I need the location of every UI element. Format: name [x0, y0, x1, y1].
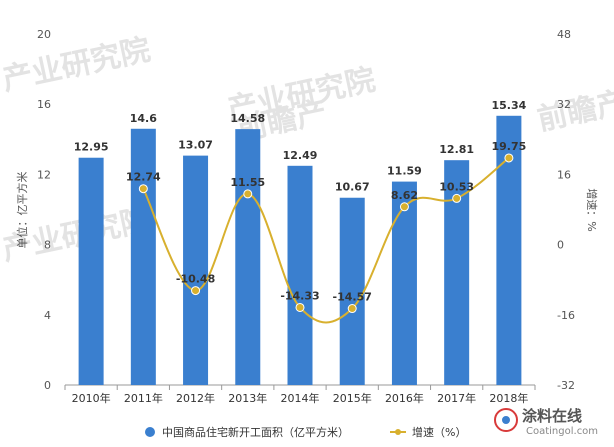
site-logo-name: 涂料在线 [522, 407, 582, 425]
right-tick-label: 48 [557, 28, 571, 41]
line-value-label: 12.74 [126, 171, 161, 184]
left-tick-label: 12 [37, 168, 51, 181]
x-tick-label: 2012年 [176, 391, 215, 405]
legend-line-label: 增速（%） [412, 425, 466, 439]
bar-value-label: 12.81 [439, 143, 474, 156]
line-value-label: 8.62 [391, 189, 418, 202]
right-tick-label: -32 [557, 379, 575, 392]
line-point [138, 184, 148, 194]
site-logo: 涂料在线 Coatingol.com [494, 407, 598, 437]
legend: 中国商品住宅新开工面积（亿平方米） 增速（%） [145, 425, 466, 439]
watermark-ghost-5: 前瞻产 [534, 85, 614, 138]
x-tick-label: 2017年 [437, 391, 476, 405]
line-point [452, 193, 462, 203]
line-value-label: -14.33 [280, 289, 319, 302]
bar-value-label: 14.6 [130, 112, 157, 125]
left-tick-label: 4 [44, 309, 51, 322]
bar [339, 197, 365, 385]
line-point [191, 286, 201, 296]
bar-value-label: 10.67 [335, 181, 370, 194]
bar [78, 157, 104, 385]
right-tick-label: -16 [557, 309, 575, 322]
bar-series [78, 115, 522, 386]
legend-bar-label: 中国商品住宅新开工面积（亿平方米） [162, 425, 349, 439]
bar [287, 165, 313, 385]
x-tick-label: 2011年 [124, 391, 163, 405]
bar-value-label: 12.95 [74, 141, 109, 154]
line-point [295, 302, 305, 312]
line-series [138, 153, 514, 324]
line-value-label: -10.48 [176, 273, 215, 286]
line-value-label: 19.75 [491, 140, 526, 153]
bar-value-label: 14.58 [230, 112, 265, 125]
line-value-label: 11.55 [230, 176, 265, 189]
x-tick-label: 2010年 [72, 391, 111, 405]
data-labels: 12.95 14.6 13.07 14.58 12.49 10.67 11.59 12.81 1… [74, 99, 527, 304]
bar [183, 155, 209, 385]
right-axis-title: 增速：% [585, 188, 599, 231]
left-axis-title: 单位：亿平方米 [15, 172, 29, 249]
site-logo-icon [494, 408, 518, 432]
bar-value-label: 13.07 [178, 139, 213, 152]
right-tick-label: 32 [557, 98, 571, 111]
watermark-ghost-1: 产业研究院 [0, 32, 153, 97]
bar [391, 181, 417, 385]
left-tick-label: 20 [37, 28, 51, 41]
left-tick-label: 16 [37, 98, 51, 111]
line-point [399, 202, 409, 212]
line-point [504, 153, 514, 163]
bar-value-label: 11.59 [387, 165, 422, 178]
line-point [347, 304, 357, 314]
x-tick-label: 2013年 [228, 391, 267, 405]
site-logo-icon-dot [502, 416, 510, 424]
bar [130, 128, 156, 385]
right-tick-label: 0 [557, 239, 564, 252]
legend-line-dot [395, 429, 401, 435]
x-tick-label: 2015年 [333, 391, 372, 405]
legend-bar-marker [145, 427, 155, 437]
right-tick-label: 16 [557, 168, 571, 181]
site-logo-url: Coatingol.com [526, 426, 598, 437]
x-tick-label: 2014年 [281, 391, 320, 405]
bar-value-label: 12.49 [283, 149, 318, 162]
bar [235, 129, 261, 385]
x-tick-label: 2018年 [489, 391, 528, 405]
left-tick-label: 8 [44, 239, 51, 252]
bar-value-label: 15.34 [491, 99, 526, 112]
left-tick-label: 0 [44, 379, 51, 392]
line-value-label: 10.53 [439, 180, 474, 193]
x-tick-label: 2016年 [385, 391, 424, 405]
line-point [243, 189, 253, 199]
line-value-label: -14.57 [333, 291, 372, 304]
